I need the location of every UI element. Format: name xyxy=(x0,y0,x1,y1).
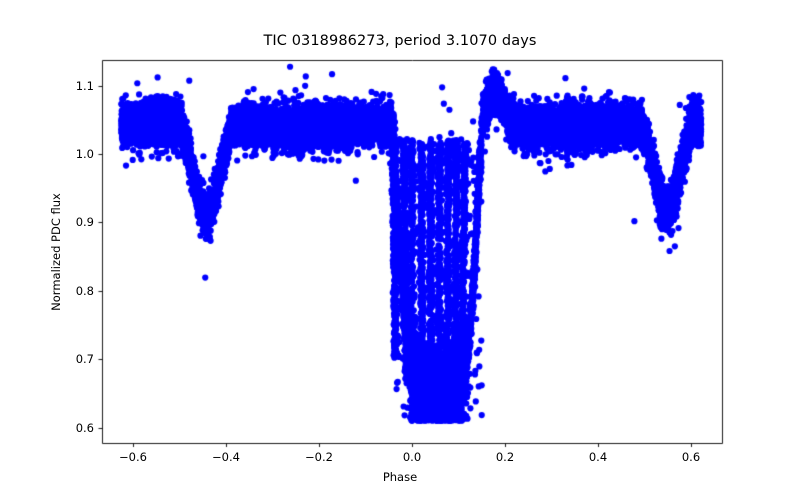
y-axis-label: Normalized PDC flux xyxy=(49,193,63,311)
x-tick-label: 0.4 xyxy=(588,450,608,464)
y-tick-label: 0.6 xyxy=(75,420,94,435)
x-axis-label: Phase xyxy=(382,470,418,484)
x-tick-label: 0.6 xyxy=(681,450,701,464)
x-tick-label: −0.6 xyxy=(119,450,147,464)
y-tick-label: 0.8 xyxy=(75,283,94,298)
x-tick-label: −0.4 xyxy=(212,450,240,464)
x-tick-label: 0.0 xyxy=(402,450,422,464)
chart-title: TIC 0318986273, period 3.1070 days xyxy=(263,33,537,49)
y-tick-label: 1.1 xyxy=(75,78,94,93)
x-tick-label: −0.2 xyxy=(305,450,333,464)
y-tick-label: 0.9 xyxy=(75,215,94,230)
x-tick-label: 0.2 xyxy=(495,450,515,464)
y-tick-label: 0.7 xyxy=(75,352,94,367)
y-tick-label: 1.0 xyxy=(75,147,94,161)
